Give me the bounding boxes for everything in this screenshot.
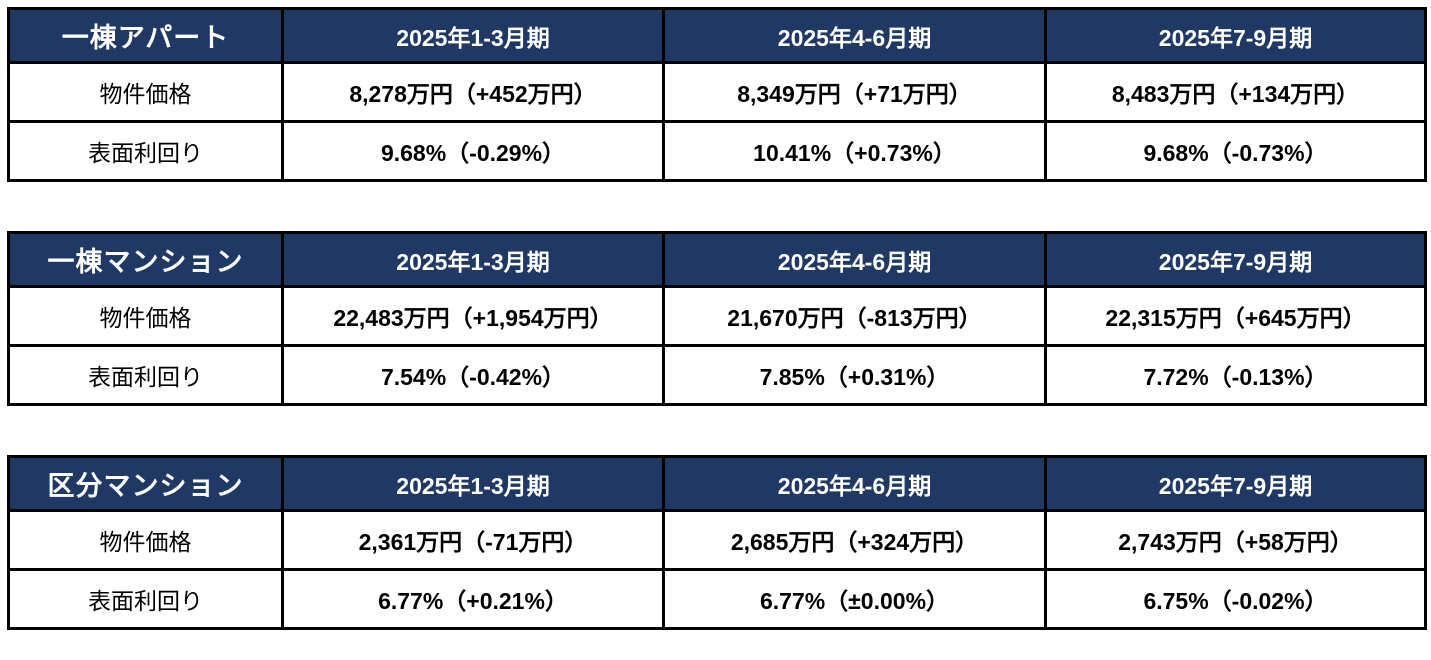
quarter-header-q3: 2025年7-9月期 — [1044, 7, 1427, 64]
price-cell-q2: 2,685万円（+324万円） — [662, 509, 1047, 571]
category-header: 一棟アパート — [7, 7, 284, 64]
category-header: 区分マンション — [7, 455, 284, 512]
header-row: 区分マンション 2025年1-3月期 2025年4-6月期 2025年7-9月期 — [7, 455, 1427, 512]
price-row: 物件価格 8,278万円（+452万円） 8,349万円（+71万円） 8,48… — [7, 61, 1427, 123]
table-whole-building-mansion: 一棟マンション 2025年1-3月期 2025年4-6月期 2025年7-9月期… — [7, 231, 1427, 406]
yield-cell-q1: 9.68%（-0.29%） — [281, 120, 665, 182]
row-label-price: 物件価格 — [7, 509, 284, 571]
quarter-header-q2: 2025年4-6月期 — [662, 231, 1047, 288]
category-header: 一棟マンション — [7, 231, 284, 288]
yield-cell-q3: 9.68%（-0.73%） — [1044, 120, 1427, 182]
price-cell-q3: 22,315万円（+645万円） — [1044, 285, 1427, 347]
yield-cell-q2: 6.77%（±0.00%） — [662, 568, 1047, 630]
quarter-header-q3: 2025年7-9月期 — [1044, 231, 1427, 288]
price-cell-q1: 2,361万円（-71万円） — [281, 509, 665, 571]
quarter-header-q1: 2025年1-3月期 — [281, 7, 665, 64]
yield-cell-q3: 7.72%（-0.13%） — [1044, 344, 1427, 406]
header-row: 一棟アパート 2025年1-3月期 2025年4-6月期 2025年7-9月期 — [7, 7, 1427, 64]
row-label-yield: 表面利回り — [7, 120, 284, 182]
price-cell-q2: 8,349万円（+71万円） — [662, 61, 1047, 123]
table-whole-building-apartment: 一棟アパート 2025年1-3月期 2025年4-6月期 2025年7-9月期 … — [7, 7, 1427, 182]
price-cell-q1: 8,278万円（+452万円） — [281, 61, 665, 123]
quarter-header-q2: 2025年4-6月期 — [662, 7, 1047, 64]
price-cell-q2: 21,670万円（-813万円） — [662, 285, 1047, 347]
quarter-header-q3: 2025年7-9月期 — [1044, 455, 1427, 512]
yield-row: 表面利回り 6.77%（+0.21%） 6.77%（±0.00%） 6.75%（… — [7, 568, 1427, 630]
row-label-price: 物件価格 — [7, 285, 284, 347]
price-cell-q1: 22,483万円（+1,954万円） — [281, 285, 665, 347]
quarter-header-q1: 2025年1-3月期 — [281, 455, 665, 512]
yield-cell-q2: 7.85%（+0.31%） — [662, 344, 1047, 406]
yield-cell-q3: 6.75%（-0.02%） — [1044, 568, 1427, 630]
yield-cell-q1: 7.54%（-0.42%） — [281, 344, 665, 406]
header-row: 一棟マンション 2025年1-3月期 2025年4-6月期 2025年7-9月期 — [7, 231, 1427, 288]
quarter-header-q2: 2025年4-6月期 — [662, 455, 1047, 512]
yield-row: 表面利回り 9.68%（-0.29%） 10.41%（+0.73%） 9.68%… — [7, 120, 1427, 182]
yield-row: 表面利回り 7.54%（-0.42%） 7.85%（+0.31%） 7.72%（… — [7, 344, 1427, 406]
price-cell-q3: 2,743万円（+58万円） — [1044, 509, 1427, 571]
price-cell-q3: 8,483万円（+134万円） — [1044, 61, 1427, 123]
price-row: 物件価格 2,361万円（-71万円） 2,685万円（+324万円） 2,74… — [7, 509, 1427, 571]
row-label-price: 物件価格 — [7, 61, 284, 123]
quarter-header-q1: 2025年1-3月期 — [281, 231, 665, 288]
price-row: 物件価格 22,483万円（+1,954万円） 21,670万円（-813万円）… — [7, 285, 1427, 347]
row-label-yield: 表面利回り — [7, 344, 284, 406]
yield-cell-q2: 10.41%（+0.73%） — [662, 120, 1047, 182]
yield-cell-q1: 6.77%（+0.21%） — [281, 568, 665, 630]
table-sectional-mansion: 区分マンション 2025年1-3月期 2025年4-6月期 2025年7-9月期… — [7, 455, 1427, 630]
row-label-yield: 表面利回り — [7, 568, 284, 630]
